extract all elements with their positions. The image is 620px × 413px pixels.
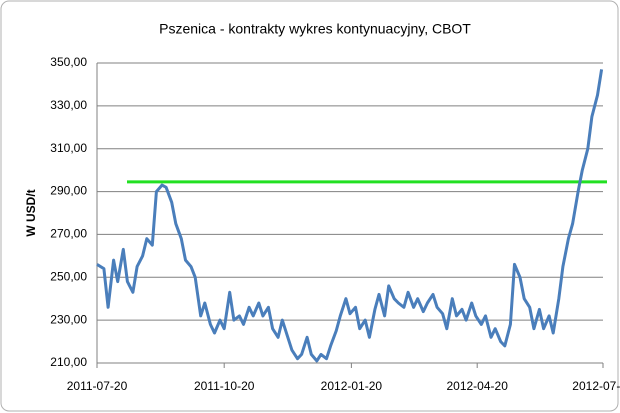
y-tick-label: 290,00: [50, 184, 87, 198]
y-tick-label: 210,00: [50, 355, 87, 369]
x-tick-label: 2012-01-20: [321, 379, 383, 393]
y-tick-label: 250,00: [50, 269, 87, 283]
x-tick-label: 2012-04-20: [446, 379, 508, 393]
y-tick-label: 350,00: [50, 55, 87, 69]
chart-title: Pszenica - kontrakty wykres kontynuacyjn…: [159, 21, 471, 37]
x-tick-label: 2011-10-20: [194, 379, 255, 393]
y-tick-label: 230,00: [50, 312, 87, 326]
x-tick-label: 2012-07-20: [572, 379, 620, 393]
y-tick-label: 270,00: [50, 227, 87, 241]
y-axis-label: W USD/t: [24, 189, 38, 236]
line-series: [96, 69, 604, 363]
y-tick-label: 310,00: [50, 141, 87, 155]
y-tick-label: 330,00: [50, 98, 87, 112]
x-tick-label: 2011-07-20: [67, 379, 128, 393]
